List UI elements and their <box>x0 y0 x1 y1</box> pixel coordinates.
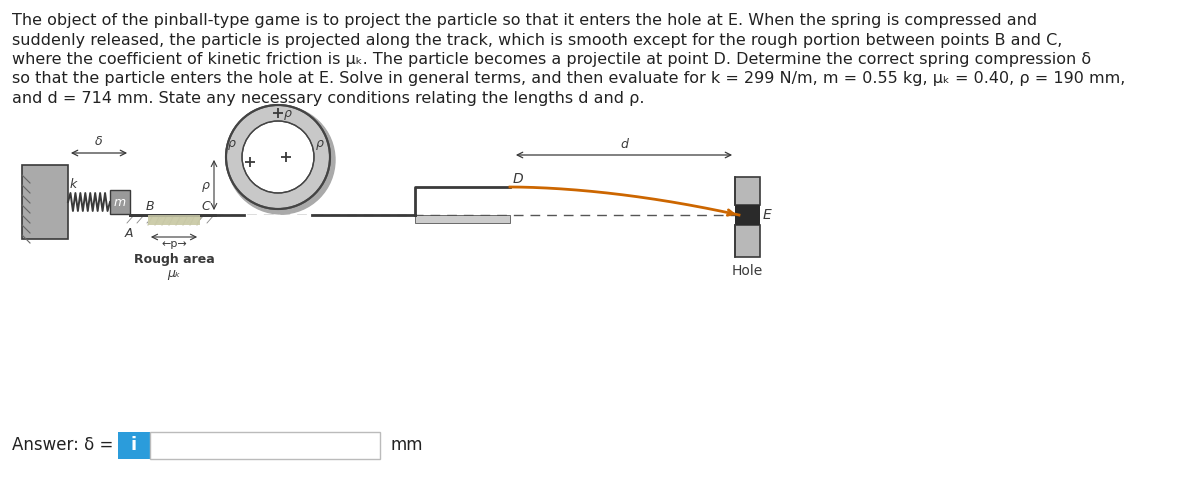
Text: B: B <box>146 200 155 213</box>
Text: ρ: ρ <box>228 137 236 150</box>
Circle shape <box>242 121 314 193</box>
Text: Answer: δ =: Answer: δ = <box>12 436 119 454</box>
Text: C: C <box>202 200 210 213</box>
Bar <box>221 215 346 487</box>
Bar <box>110 190 130 214</box>
Text: suddenly released, the particle is projected along the track, which is smooth ex: suddenly released, the particle is proje… <box>12 33 1062 48</box>
Bar <box>415 215 510 223</box>
Circle shape <box>242 121 314 193</box>
Text: ρ: ρ <box>316 137 324 150</box>
Text: Hole: Hole <box>731 264 763 278</box>
Text: ρ: ρ <box>284 107 292 120</box>
Text: and d = 714 mm. State any necessary conditions relating the lengths d and ρ.: and d = 714 mm. State any necessary cond… <box>12 91 644 106</box>
Circle shape <box>226 105 330 209</box>
Circle shape <box>226 105 330 209</box>
Text: so that the particle enters the hole at E. Solve in general terms, and then eval: so that the particle enters the hole at … <box>12 72 1126 87</box>
Text: mm: mm <box>390 436 422 454</box>
FancyBboxPatch shape <box>118 432 150 459</box>
Text: d: d <box>620 138 628 151</box>
Text: The object of the pinball-type game is to project the particle so that it enters: The object of the pinball-type game is t… <box>12 13 1037 28</box>
Bar <box>734 205 760 225</box>
FancyBboxPatch shape <box>150 432 380 459</box>
Text: ρ: ρ <box>202 180 210 192</box>
Text: m: m <box>114 195 126 208</box>
Text: D: D <box>514 172 523 186</box>
Text: ←p→: ←p→ <box>161 239 187 249</box>
Text: E: E <box>763 208 772 222</box>
Text: δ: δ <box>95 135 103 148</box>
Bar <box>148 215 200 225</box>
Bar <box>734 177 760 205</box>
Text: μₖ: μₖ <box>167 267 181 280</box>
Text: k: k <box>70 178 77 191</box>
Bar <box>22 165 68 239</box>
Bar <box>148 215 200 225</box>
Text: i: i <box>131 436 137 454</box>
Circle shape <box>227 106 335 214</box>
Text: Rough area: Rough area <box>133 253 215 266</box>
Bar <box>734 225 760 257</box>
Text: A: A <box>125 227 133 240</box>
Text: where the coefficient of kinetic friction is μₖ. The particle becomes a projecti: where the coefficient of kinetic frictio… <box>12 52 1091 67</box>
